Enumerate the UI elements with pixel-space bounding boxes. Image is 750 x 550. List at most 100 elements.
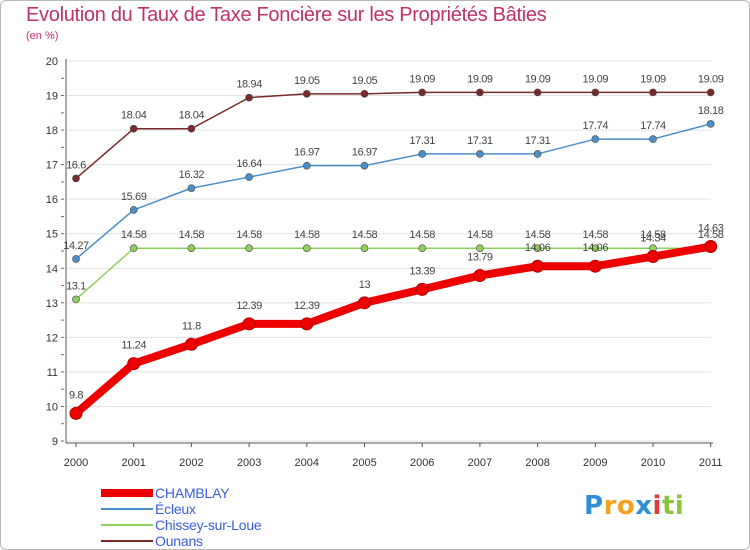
x-tick-label: 2002 — [179, 457, 203, 469]
data-point-chamblay — [588, 259, 602, 273]
data-label-chissey-sur-loue: 14.58 — [467, 229, 493, 241]
data-label-chissey-sur-loue: 14.58 — [294, 229, 320, 241]
data-label-ecleux: 16.32 — [179, 169, 205, 181]
proxiti-logo: Proxiti — [584, 491, 684, 521]
y-tick-label: 9 — [52, 436, 58, 448]
data-point-ecleux — [187, 184, 196, 192]
data-label-chamblay: 14.06 — [583, 242, 609, 254]
data-point-ounans — [360, 90, 369, 98]
data-point-chamblay — [704, 240, 718, 254]
data-label-chissey-sur-loue: 14.58 — [583, 229, 609, 241]
x-tick-label: 2011 — [699, 457, 723, 469]
data-label-ounans: 18.04 — [121, 110, 147, 122]
data-label-chamblay: 13.79 — [467, 252, 493, 264]
legend-swatch-chamblay — [101, 489, 153, 497]
legend-item-chissey[interactable]: Chissey-sur-Loue — [101, 517, 262, 533]
data-label-chamblay: 13.39 — [409, 265, 435, 277]
logo-letter: r — [603, 491, 617, 521]
data-label-chamblay: 13 — [359, 279, 371, 291]
legend-label-chissey: Chissey-sur-Loue — [155, 517, 262, 533]
legend-swatch-chissey — [101, 524, 153, 526]
data-point-chissey-sur-loue — [302, 244, 311, 253]
data-label-ecleux: 17.31 — [525, 135, 551, 147]
data-point-ounans — [476, 88, 484, 97]
data-point-chamblay — [358, 296, 371, 310]
data-label-chamblay: 11.24 — [121, 340, 146, 352]
logo-letter: P — [584, 491, 604, 521]
data-label-ounans: 19.09 — [640, 73, 666, 85]
chart-title: Evolution du Taux de Taxe Foncière sur l… — [26, 4, 547, 26]
data-label-ecleux: 17.31 — [467, 135, 493, 147]
data-point-ecleux — [245, 173, 253, 181]
data-label-ounans: 19.09 — [525, 73, 551, 85]
logo-letter: i — [652, 491, 662, 521]
x-tick-label: 2007 — [468, 457, 492, 469]
logo-letter: o — [616, 491, 636, 521]
data-point-chissey-sur-loue — [72, 295, 80, 304]
data-point-ounans — [129, 124, 138, 133]
data-label-ecleux: 16.64 — [236, 158, 262, 170]
data-label-ounans: 18.04 — [179, 110, 205, 122]
logo-letter: i — [674, 491, 685, 521]
chart-unit-label: (en %) — [26, 30, 59, 42]
data-point-chissey-sur-loue — [476, 244, 484, 253]
data-label-chamblay: 9.8 — [69, 389, 83, 401]
data-point-ounans — [591, 88, 600, 97]
data-point-chissey-sur-loue — [533, 244, 542, 253]
y-tick-label: 13 — [46, 298, 58, 310]
data-point-chissey-sur-loue — [591, 244, 600, 253]
data-label-ounans: 19.09 — [409, 73, 435, 85]
data-label-ounans: 19.05 — [352, 75, 378, 87]
data-label-chissey-sur-loue: 14.58 — [236, 229, 262, 241]
data-label-chamblay: 14.06 — [525, 242, 551, 254]
data-label-ounans: 19.09 — [467, 73, 493, 85]
x-tick-label: 2003 — [237, 457, 261, 469]
data-point-chissey-sur-loue — [245, 244, 253, 253]
data-label-ounans: 16.6 — [66, 159, 86, 171]
data-point-ounans — [302, 90, 311, 98]
y-tick-label: 14 — [46, 263, 58, 275]
data-label-ounans: 19.05 — [294, 75, 320, 87]
data-point-chamblay — [415, 282, 429, 296]
y-tick-label: 20 — [46, 56, 58, 68]
x-tick-label: 2000 — [64, 457, 88, 469]
data-point-ecleux — [706, 120, 715, 128]
data-label-ounans: 19.09 — [698, 73, 724, 85]
legend-item-ounans[interactable]: Ounans — [101, 533, 262, 549]
data-label-chamblay: 11.8 — [182, 320, 201, 332]
logo-letter: x — [635, 491, 653, 521]
data-label-ounans: 18.94 — [236, 79, 262, 91]
data-point-ecleux — [360, 161, 369, 170]
y-tick-label: 11 — [47, 367, 58, 379]
data-point-chamblay — [300, 317, 314, 331]
series-line-ecleux — [75, 123, 712, 260]
x-tick-label: 2006 — [410, 457, 434, 469]
data-label-chissey-sur-loue: 14.58 — [121, 229, 147, 241]
data-label-chamblay: 14.63 — [698, 223, 724, 235]
data-point-ounans — [706, 88, 715, 97]
logo-letter: t — [661, 491, 675, 521]
data-label-ecleux: 15.69 — [121, 191, 147, 203]
data-point-chissey-sur-loue — [418, 244, 427, 253]
data-point-ecleux — [129, 206, 138, 214]
data-label-ecleux: 17.74 — [583, 120, 609, 132]
data-point-chamblay — [184, 337, 198, 351]
legend-item-chamblay[interactable]: CHAMBLAY — [101, 485, 262, 501]
y-tick-label: 17 — [46, 160, 58, 172]
y-tick-label: 16 — [46, 194, 58, 206]
data-point-chamblay — [69, 406, 83, 420]
data-label-ecleux: 16.97 — [294, 147, 320, 159]
data-point-chissey-sur-loue — [360, 244, 369, 253]
legend-item-ecleux[interactable]: Écleux — [101, 501, 262, 517]
series-line-ounans — [75, 91, 712, 180]
x-tick-label: 2001 — [121, 457, 145, 469]
chart-legend: CHAMBLAY Écleux Chissey-sur-Loue Ounans — [101, 485, 262, 549]
legend-swatch-ecleux — [101, 508, 153, 510]
data-point-chamblay — [127, 357, 141, 371]
x-tick-label: 2008 — [525, 457, 549, 469]
data-label-chissey-sur-loue: 14.58 — [352, 229, 378, 241]
data-point-chamblay — [531, 259, 545, 273]
data-label-chissey-sur-loue: 14.58 — [409, 229, 435, 241]
